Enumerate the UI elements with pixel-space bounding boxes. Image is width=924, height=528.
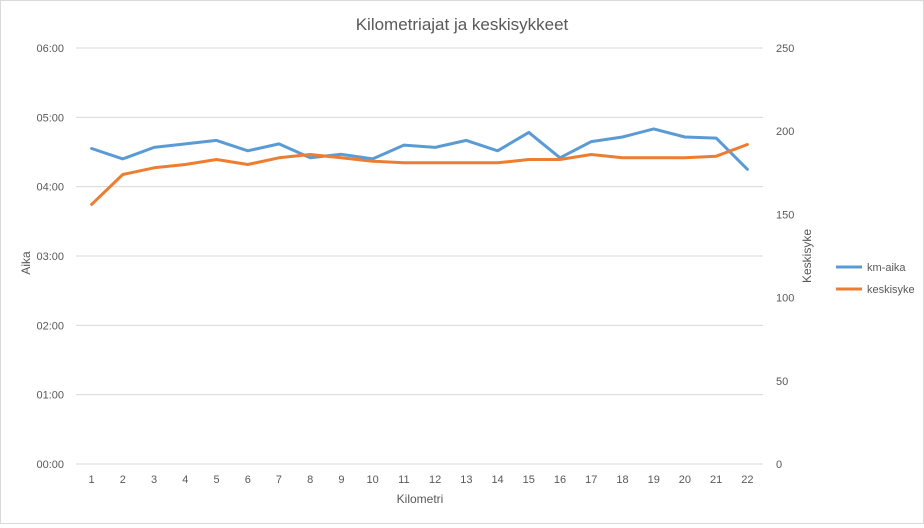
x-tick-label: 1: [89, 474, 95, 486]
legend-label: km-aika: [867, 262, 906, 274]
x-tick-label: 7: [276, 474, 282, 486]
x-axis-label: Kilometri: [397, 492, 444, 506]
x-tick-label: 18: [616, 474, 628, 486]
x-tick-label: 10: [367, 474, 379, 486]
left-tick-label: 01:00: [36, 390, 64, 402]
x-tick-label: 14: [491, 474, 503, 486]
right-tick-label: 150: [776, 209, 794, 221]
x-tick-label: 16: [554, 474, 566, 486]
left-tick-label: 05:00: [36, 112, 64, 124]
left-tick-label: 06:00: [36, 43, 64, 55]
x-tick-label: 9: [338, 474, 344, 486]
x-tick-label: 5: [213, 474, 219, 486]
x-tick-label: 8: [307, 474, 313, 486]
series-line-keskisyke: [90, 143, 749, 206]
right-tick-label: 100: [776, 293, 794, 305]
right-tick-label: 200: [776, 126, 794, 138]
legend-label: keskisyke: [867, 284, 915, 296]
left-axis-label: Aika: [19, 251, 33, 275]
x-tick-label: 13: [460, 474, 472, 486]
x-axis-ticks: 1 2 3 4 5 6 7 8 9 10 11 12 13 14 15 16 17 18 19 20 21 22: [89, 474, 754, 486]
chart-title: Kilometriajat ja keskisykkeet: [356, 15, 569, 34]
left-tick-label: 02:00: [36, 320, 64, 332]
left-axis-ticks: 00:00 01:00 02:00 03:00 04:00 05:00 06:00: [36, 43, 64, 471]
x-tick-label: 19: [648, 474, 660, 486]
x-tick-label: 22: [741, 474, 753, 486]
x-tick-label: 21: [710, 474, 722, 486]
left-tick-label: 04:00: [36, 182, 64, 194]
left-tick-label: 00:00: [36, 459, 64, 471]
x-tick-label: 12: [429, 474, 441, 486]
right-axis-label: Keskisyke: [800, 229, 814, 283]
legend: km-aika keskisyke: [836, 262, 915, 296]
x-tick-label: 11: [398, 474, 409, 486]
right-axis-ticks: 0 50 100 150 200 250: [776, 43, 794, 471]
right-tick-label: 0: [776, 459, 782, 471]
series-layer: [90, 127, 749, 206]
gridlines: [76, 47, 763, 465]
x-tick-label: 15: [523, 474, 535, 486]
series-line-km-aika: [90, 127, 749, 171]
left-tick-label: 03:00: [36, 251, 64, 263]
x-tick-label: 6: [245, 474, 251, 486]
x-tick-label: 2: [120, 474, 126, 486]
x-tick-label: 20: [679, 474, 691, 486]
x-tick-label: 4: [182, 474, 188, 486]
x-tick-label: 17: [585, 474, 597, 486]
x-tick-label: 3: [151, 474, 157, 486]
right-tick-label: 250: [776, 43, 794, 55]
right-tick-label: 50: [776, 376, 788, 388]
